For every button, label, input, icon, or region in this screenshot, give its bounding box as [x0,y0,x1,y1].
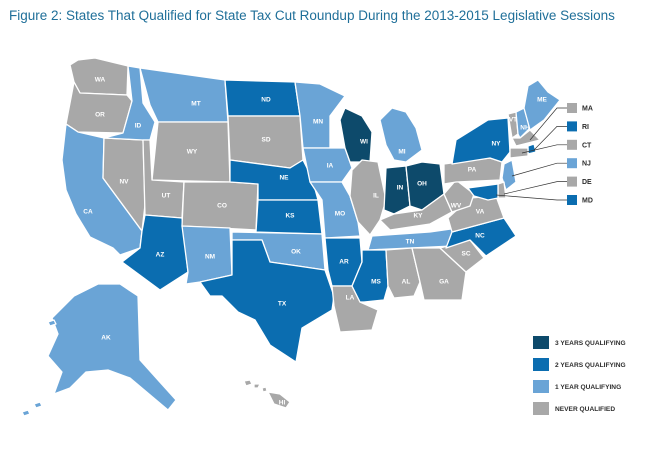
state-labels-layer: WA OR CA NV ID MT WY UT AZ CO NM ND SD NE KS OK TX MN IA MO… [83,77,547,407]
state-label-tn: TN [406,239,415,246]
legend-swatch-never [533,402,549,415]
state-mo [309,181,361,239]
callout-swatch-nj [567,158,577,169]
state-tx [199,239,335,363]
state-ak-island-2 [21,409,31,417]
state-label-la: LA [346,295,355,302]
legend-label-one-year: 1 YEAR QUALIFYING [555,384,621,391]
state-hi-island-1 [243,379,253,387]
state-nh [515,107,531,139]
state-label-ne: NE [279,175,289,182]
state-hi-island-2 [253,383,261,389]
state-label-me: ME [537,97,547,104]
callout-label-nj: NJ [582,161,591,168]
state-label-mo: MO [335,211,345,218]
legend-swatch-two-years [533,358,549,371]
state-nj [501,159,517,191]
callout-leader-nj [511,162,567,177]
state-label-ny: NY [491,141,501,148]
state-label-ut: UT [162,193,171,200]
callout-swatch-ri [567,121,577,132]
state-ak [47,283,177,411]
callout-label-ma: MA [582,106,593,113]
state-in [383,165,411,215]
legend-label-never: NEVER QUALIFIED [555,406,615,413]
state-label-ga: GA [439,279,449,286]
state-hi-island-3 [261,386,268,393]
callout-label-ct: CT [582,142,592,149]
state-label-al: AL [402,279,411,286]
state-label-ia: IA [327,163,334,170]
legend-swatch-three-years [533,336,549,349]
state-label-ks: KS [285,213,295,220]
state-mi [379,107,423,163]
callout-label-ri: RI [582,124,589,131]
state-label-va: VA [476,209,485,216]
state-label-mt: MT [191,101,200,108]
state-label-vt: VT [509,117,517,124]
state-label-nm: NM [205,254,215,261]
state-label-wa: WA [95,77,106,84]
state-mt [139,67,229,123]
state-ny [451,117,511,165]
state-ia [302,147,353,183]
northeast-callouts: MA RI CT NJ DE MD [495,103,593,205]
callout-swatch-md [567,195,577,205]
state-label-wi: WI [360,139,368,146]
state-label-ak: AK [101,335,111,342]
state-label-ms: MS [371,279,381,286]
state-label-wy: WY [187,149,198,156]
state-label-nh: NH [520,125,530,132]
state-il [349,159,387,236]
state-ak-island-3 [47,319,57,327]
callout-leader-ri [533,126,567,151]
state-label-tx: TX [278,301,287,308]
state-label-sd: SD [261,137,270,144]
callout-leader-ct [521,144,567,154]
state-label-il: IL [373,193,379,200]
state-hi [267,391,291,409]
state-label-sc: SC [461,251,470,258]
legend-swatch-one-year [533,380,549,393]
state-label-nv: NV [119,179,129,186]
callout-leader-de [503,181,567,195]
state-ct [509,147,529,159]
callout-swatch-ct [567,139,577,150]
state-me [523,79,561,131]
callout-swatch-de [567,176,577,187]
state-label-wv: WV [451,203,462,210]
state-mn [294,81,346,149]
state-label-oh: OH [417,181,427,188]
state-label-nc: NC [475,233,485,240]
state-ma [511,129,541,147]
state-label-hi: HI [279,400,286,407]
legend: 3 YEARS QUALIFYING 2 YEARS QUALIFYING 1 YE… [533,336,626,415]
state-label-in: IN [397,185,404,192]
state-label-id: ID [135,123,142,130]
state-label-mi: MI [398,149,405,156]
figure-title: Figure 2: States That Qualified for Stat… [9,8,615,23]
state-label-ar: AR [339,259,349,266]
state-md [467,183,499,201]
callout-leader-ma [529,107,567,141]
state-label-or: OR [95,112,105,119]
state-label-ky: KY [413,213,423,220]
callout-swatch-ma [567,103,577,113]
callout-leader-md [495,194,567,201]
state-label-az: AZ [156,252,165,259]
callout-label-de: DE [582,179,592,186]
states-layer [21,57,561,417]
state-label-ok: OK [291,249,301,256]
legend-label-two-years: 2 YEARS QUALIFYING [555,362,626,369]
state-label-ca: CA [83,209,93,216]
state-label-co: CO [217,203,227,210]
state-ak-island-1 [33,401,43,409]
legend-label-three-years: 3 YEARS QUALIFYING [555,340,626,347]
state-label-mn: MN [313,119,323,126]
state-label-nd: ND [261,97,271,104]
callout-label-md: MD [582,198,593,205]
state-label-pa: PA [468,167,477,174]
